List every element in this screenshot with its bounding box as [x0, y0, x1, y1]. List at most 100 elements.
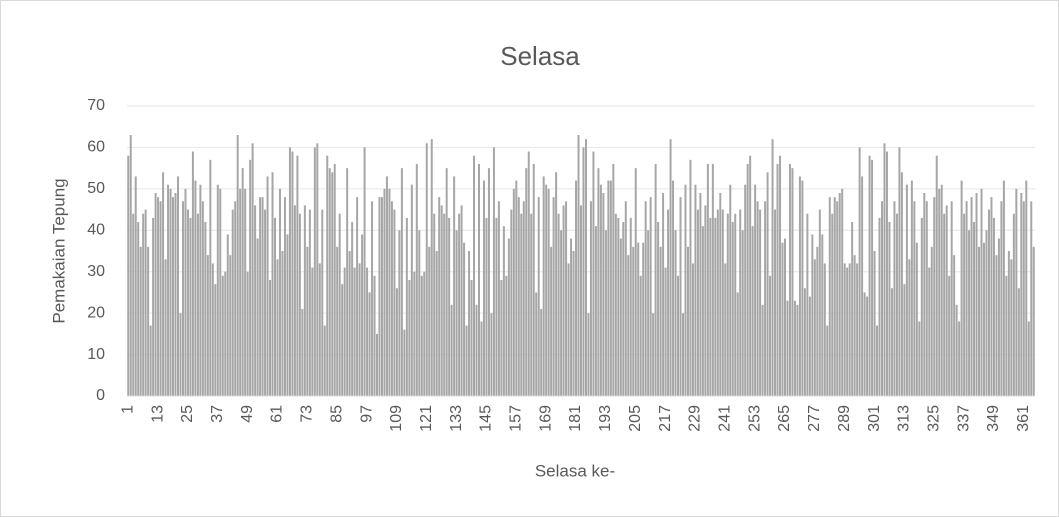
bar [995, 255, 998, 396]
bar [607, 180, 610, 396]
bar [885, 151, 888, 396]
bar [266, 176, 269, 396]
bar [338, 213, 341, 396]
y-tick-label: 50 [87, 180, 105, 197]
bar [430, 139, 433, 396]
bar [691, 263, 694, 396]
bar [609, 180, 612, 396]
x-tick-label: 301 [866, 405, 883, 432]
bar [517, 197, 520, 396]
bar [602, 193, 605, 396]
bar [983, 242, 985, 396]
bar [473, 155, 476, 396]
bar [861, 176, 864, 396]
y-tick-label: 70 [87, 97, 105, 114]
bar [975, 193, 978, 396]
bar [694, 184, 697, 396]
bar [303, 205, 306, 396]
bar [435, 251, 438, 396]
bar [699, 193, 702, 396]
x-tick-label: 265 [776, 405, 793, 432]
bar [913, 201, 916, 396]
bar [587, 313, 590, 396]
bar [594, 226, 597, 396]
bar [801, 180, 804, 396]
bar [149, 325, 152, 396]
bar [398, 230, 401, 396]
bar [376, 333, 379, 396]
y-tick-label: 0 [96, 387, 105, 404]
bar [881, 201, 884, 396]
x-tick-label: 361 [1015, 405, 1032, 432]
bar [843, 263, 846, 396]
bar [542, 176, 545, 396]
bar [308, 209, 311, 396]
bar [943, 213, 946, 396]
bar [681, 313, 684, 396]
bar [450, 304, 453, 396]
bar [264, 209, 267, 396]
bar [918, 321, 921, 396]
bar [356, 197, 359, 396]
bar [627, 255, 630, 396]
bar [271, 172, 274, 396]
bar [532, 164, 535, 396]
bar [507, 238, 510, 396]
bar [736, 292, 739, 396]
bar [570, 238, 573, 396]
bar [179, 313, 182, 396]
bar [1030, 201, 1033, 396]
bar [649, 197, 652, 396]
bar [191, 151, 194, 396]
bar [177, 176, 179, 396]
bar [164, 259, 167, 396]
bar [893, 201, 896, 396]
bar [560, 230, 563, 396]
y-tick-label: 30 [87, 263, 105, 280]
bar [856, 263, 859, 396]
bar [654, 164, 657, 396]
bar [492, 147, 495, 396]
bar [535, 292, 538, 396]
bar [833, 197, 836, 396]
bar [428, 246, 431, 396]
bar [813, 259, 816, 396]
bar [726, 213, 729, 396]
bar [584, 139, 587, 396]
bar [853, 255, 856, 396]
bar [838, 193, 841, 396]
bar [848, 263, 851, 396]
bar [366, 267, 369, 396]
bar [759, 209, 762, 396]
bar [540, 309, 543, 396]
bar [316, 143, 319, 396]
bar [216, 184, 219, 396]
bar [201, 201, 204, 396]
bar [674, 230, 677, 396]
bar [343, 267, 346, 396]
x-tick-label: 205 [627, 405, 644, 432]
bar [721, 209, 724, 396]
x-tick-label: 181 [567, 405, 584, 432]
bar [866, 296, 869, 396]
bar [746, 164, 749, 396]
bar [241, 168, 244, 396]
bar [358, 263, 361, 396]
bar [803, 288, 806, 396]
bar [741, 230, 744, 396]
bar [547, 188, 550, 396]
bar [346, 168, 349, 396]
bar [597, 168, 600, 396]
bar [550, 246, 553, 396]
bar [779, 155, 782, 396]
bar [791, 168, 794, 396]
x-tick-label: 97 [358, 405, 375, 423]
bar [714, 217, 717, 396]
bar [502, 226, 505, 396]
y-tick-label: 60 [87, 139, 105, 156]
bar [599, 184, 602, 396]
x-tick-label: 277 [806, 405, 823, 432]
bar [818, 209, 821, 396]
bar [211, 263, 214, 396]
bar [823, 263, 826, 396]
